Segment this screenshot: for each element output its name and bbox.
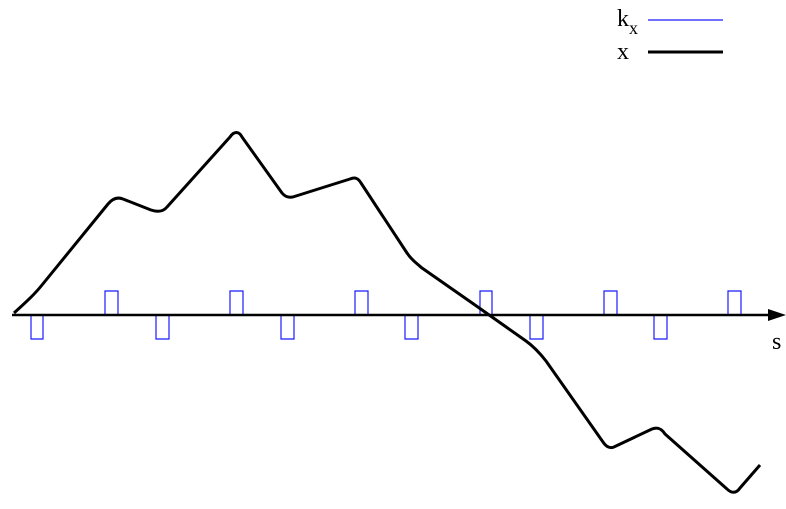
s-axis-arrowhead: [768, 309, 786, 321]
legend-label-x: x: [617, 39, 629, 65]
legend: kx x: [617, 6, 723, 65]
legend-label-kx: kx: [617, 6, 638, 38]
s-axis-label: s: [772, 329, 781, 355]
s-axis: s: [12, 309, 786, 355]
x-signal-curve: [12, 131, 762, 494]
